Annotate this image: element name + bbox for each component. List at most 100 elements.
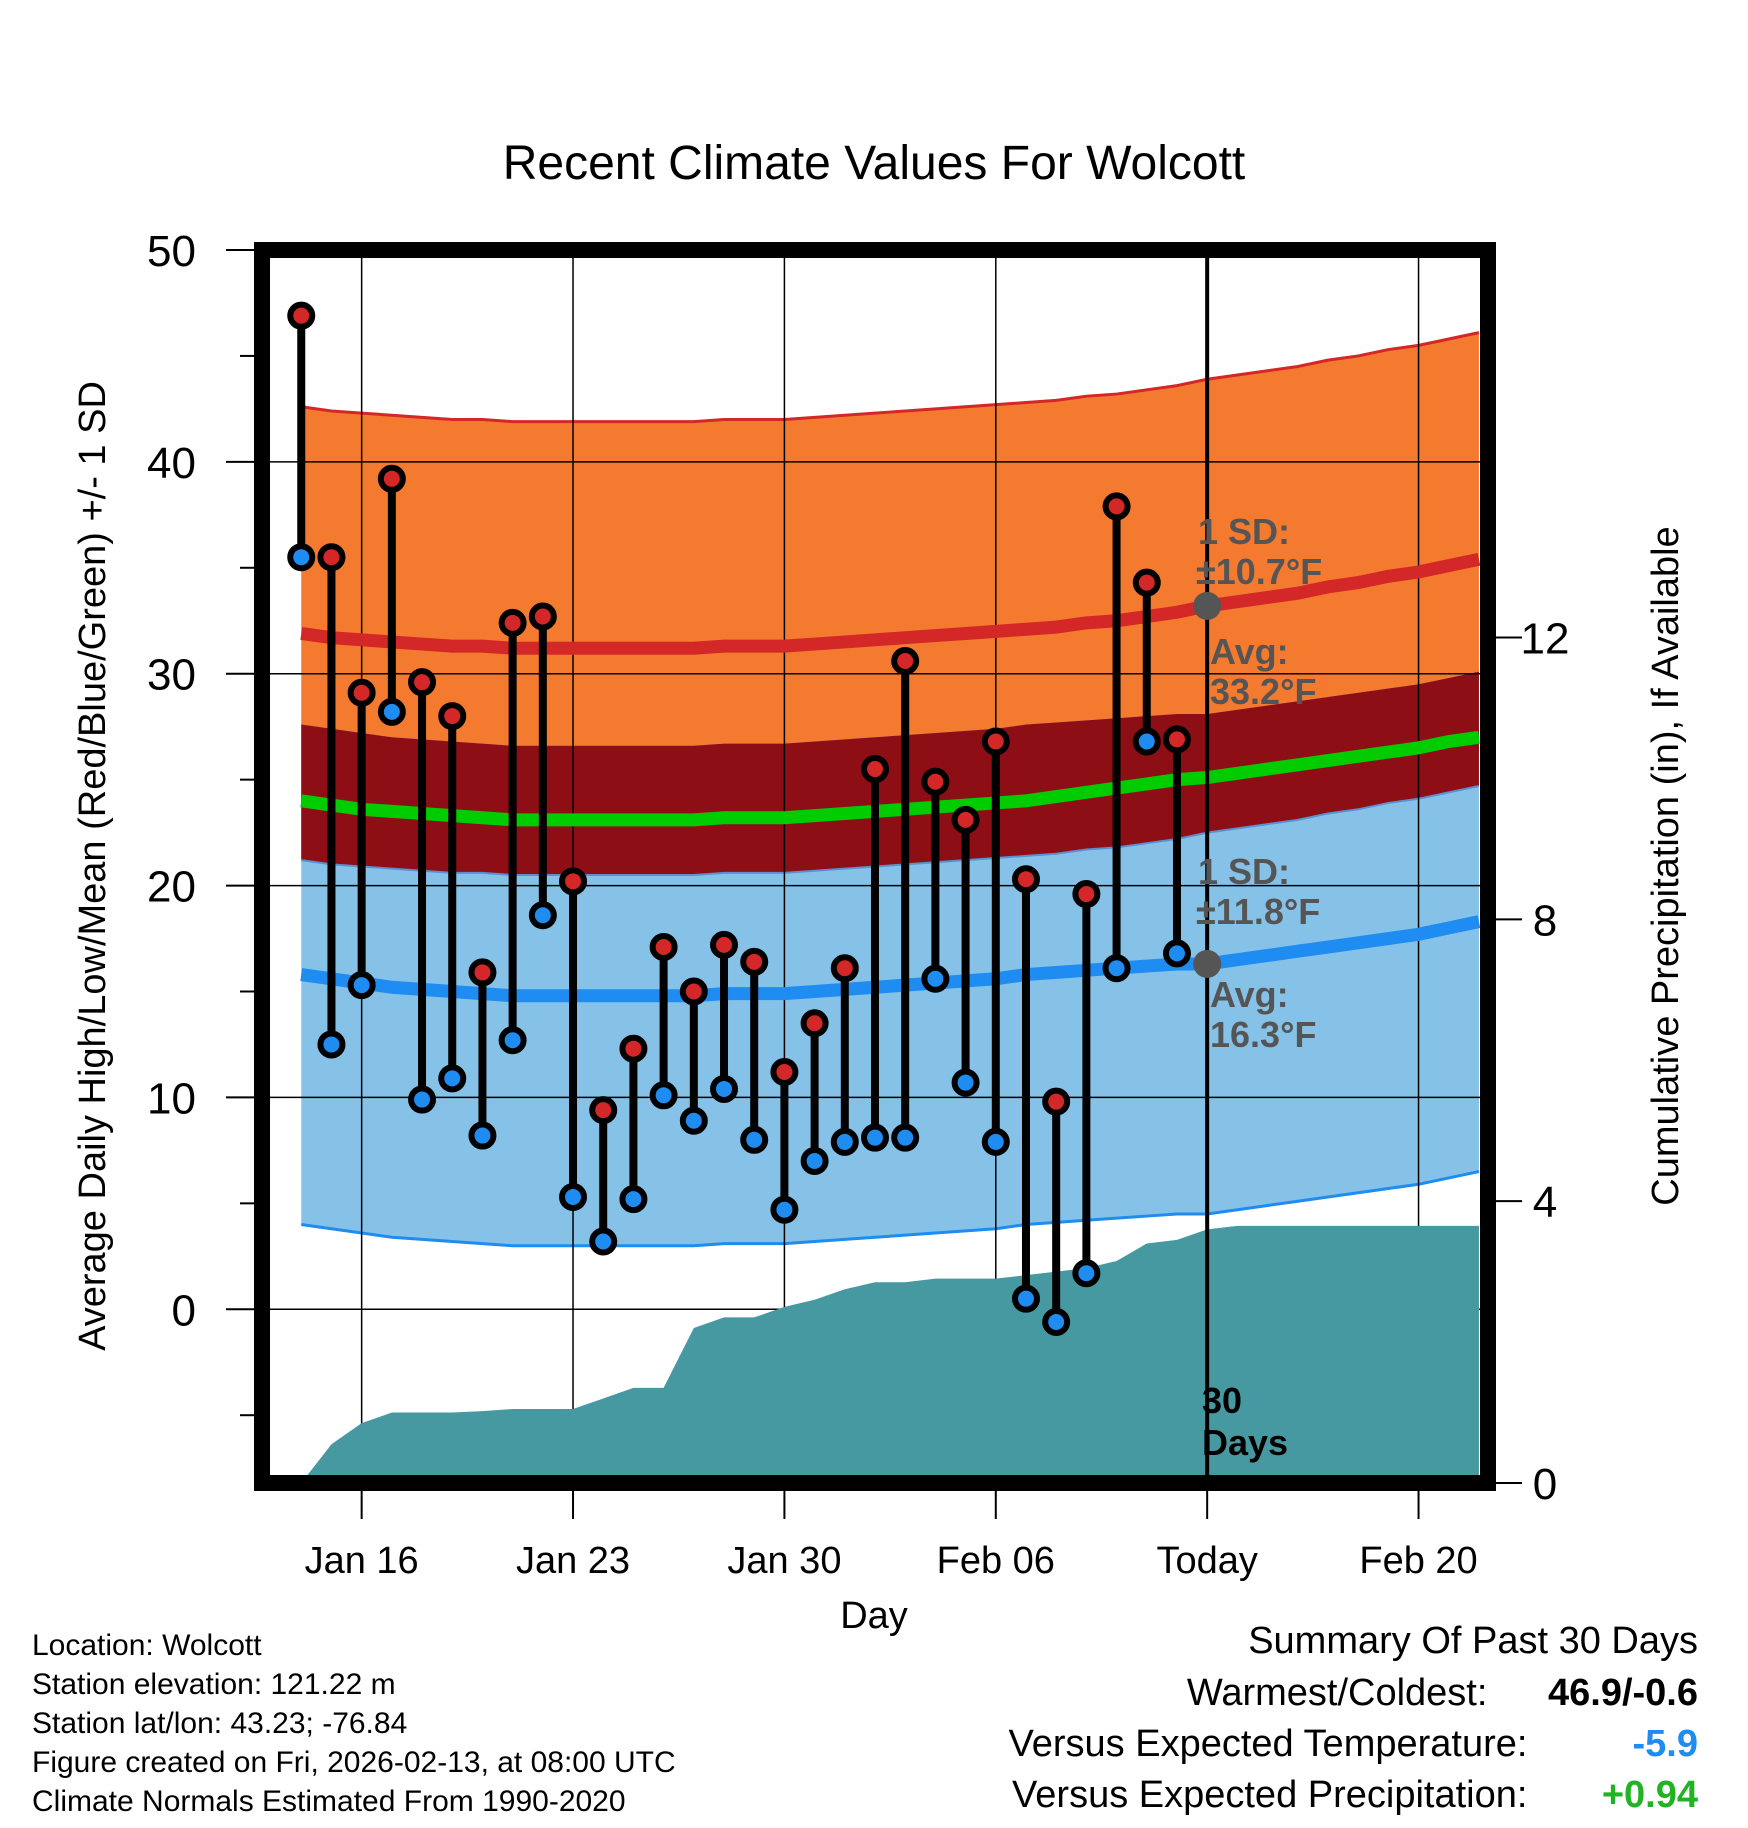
y2-axis-label: Cumulative Precipitation (in), If Availa… <box>1645 526 1687 1205</box>
low-point <box>770 1195 799 1224</box>
high-point <box>1162 725 1191 754</box>
high-avg-value: 33.2°F <box>1210 671 1316 712</box>
cumulative-precip-area <box>301 1225 1479 1483</box>
high-avg-label: Avg: <box>1210 631 1289 672</box>
y-tick-label: 20 <box>147 863 196 912</box>
low-avg-value: 16.3°F <box>1210 1014 1316 1055</box>
high-point <box>679 977 708 1006</box>
y-tick-label: 10 <box>147 1074 196 1123</box>
footer-created: Figure created on Fri, 2026-02-13, at 08… <box>32 1746 676 1779</box>
footer-elevation: Station elevation: 121.22 m <box>32 1668 396 1701</box>
low-point <box>921 964 950 993</box>
high-point <box>589 1096 618 1125</box>
y2-tick-label: 4 <box>1533 1178 1557 1227</box>
summary-temp: Versus Expected Temperature: -5.9 <box>1009 1723 1698 1766</box>
low-point <box>861 1123 889 1152</box>
temp-vs-expected-label: Versus Expected Temperature: <box>1008 1723 1528 1765</box>
high-point <box>528 602 557 631</box>
high-point <box>740 947 769 976</box>
normal-lines <box>300 552 1481 1003</box>
low-point <box>438 1064 467 1093</box>
y-tick-label: 50 <box>147 227 196 276</box>
today-marker <box>1193 250 1222 1483</box>
x-tick-label: Today <box>1156 1540 1257 1582</box>
x-tick-label: Jan 16 <box>305 1540 419 1582</box>
low-lower-edge <box>301 1170 1480 1248</box>
normal-low-line <box>300 915 1481 1003</box>
footer-normals: Climate Normals Estimated From 1990-2020 <box>32 1785 626 1818</box>
low-point <box>830 1127 859 1156</box>
axes: 0 10 20 30 40 50 0 4 8 12 Jan 16 Jan 23 Jan 30 Feb 06… <box>147 227 1569 1582</box>
y2-tick-label: 8 <box>1533 896 1557 945</box>
low-point <box>1072 1259 1101 1288</box>
high-point <box>1072 880 1101 909</box>
high-point <box>347 678 376 707</box>
low-point <box>679 1106 708 1135</box>
high-sd-label: 1 SD: <box>1198 511 1290 552</box>
high-point <box>710 930 739 959</box>
low-point <box>1162 939 1191 968</box>
high-point <box>981 727 1010 756</box>
low-point <box>1132 727 1161 756</box>
y2-tick-label: 0 <box>1533 1460 1557 1509</box>
high-point <box>619 1034 648 1063</box>
y-tick-label: 40 <box>147 439 196 488</box>
y2-tick-label: 12 <box>1521 615 1570 664</box>
low-point <box>498 1026 527 1055</box>
high-point <box>861 755 889 784</box>
high-point <box>891 647 920 675</box>
precip-vs-expected-label: Versus Expected Precipitation: <box>1012 1774 1528 1816</box>
low-point <box>408 1085 437 1114</box>
normal-high-line <box>300 552 1481 655</box>
footer-latlon: Station lat/lon: 43.23; -76.84 <box>32 1707 408 1740</box>
low-avg-label: Avg: <box>1210 974 1289 1015</box>
low-point <box>317 1030 346 1059</box>
warm-cold-label: Warmest/Coldest: <box>1186 1672 1488 1714</box>
low-point <box>1102 954 1131 983</box>
high-point <box>1011 865 1040 894</box>
low-sd-value: ±11.8°F <box>1196 891 1320 932</box>
high-point <box>1042 1087 1071 1116</box>
high-point <box>800 1009 829 1038</box>
low-point <box>800 1146 829 1175</box>
warm-cold-value: 46.9/-0.6 <box>1548 1672 1698 1714</box>
low-point <box>377 697 406 726</box>
normal-bands <box>301 331 1480 1248</box>
x-axis-label: Day <box>840 1595 908 1637</box>
low-point <box>740 1125 769 1154</box>
days-label: Days <box>1202 1422 1288 1463</box>
high-point <box>770 1058 799 1086</box>
footer-location: Location: Wolcott <box>32 1629 262 1662</box>
summary-warm-cold: Warmest/Coldest: 46.9/-0.6 <box>1187 1672 1698 1715</box>
high-point <box>438 702 467 731</box>
high-point <box>287 301 316 330</box>
high-point <box>468 958 497 987</box>
high-point <box>377 464 406 493</box>
x-tick-label: Feb 06 <box>937 1540 1055 1582</box>
x-tick-label: Feb 20 <box>1359 1540 1477 1582</box>
low-point <box>951 1068 980 1097</box>
high-point <box>951 805 980 834</box>
low-point <box>589 1227 618 1256</box>
high-upper-edge <box>301 331 1480 424</box>
summary-precip: Versus Expected Precipitation: +0.94 <box>1012 1774 1698 1817</box>
low-point <box>649 1081 678 1110</box>
y-axis-label: Average Daily High/Low/Mean (Red/Blue/Gr… <box>72 381 114 1351</box>
low-point <box>559 1182 588 1211</box>
high-point <box>921 767 950 796</box>
high-point <box>1102 492 1131 521</box>
high-point <box>830 954 859 983</box>
high-point <box>1132 568 1161 597</box>
high-avg-marker <box>1193 591 1222 620</box>
high-sd-value: ±10.7°F <box>1196 551 1322 592</box>
low-sd-label: 1 SD: <box>1198 851 1290 892</box>
precipitation-area <box>301 1225 1479 1483</box>
high-point <box>559 867 588 896</box>
low-point <box>287 543 316 572</box>
low-point <box>528 901 557 930</box>
high-point <box>408 668 437 697</box>
chart-title: Recent Climate Values For Wolcott <box>503 137 1246 190</box>
low-point <box>710 1074 739 1103</box>
annotations: 1 SD: ±10.7°F Avg: 33.2°F 1 SD: ±11.8°F … <box>1196 511 1322 1463</box>
